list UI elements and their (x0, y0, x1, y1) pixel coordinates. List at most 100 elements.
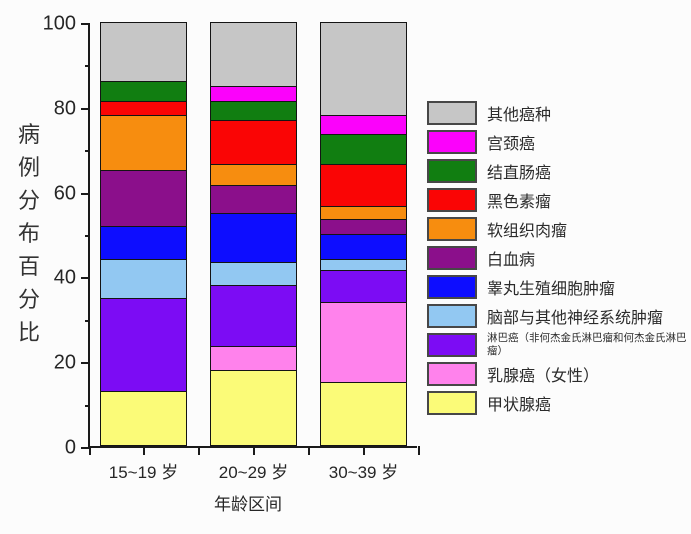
bar-segment (210, 369, 297, 446)
legend-item: 宫颈癌 (427, 130, 687, 154)
y-axis-major-tick (81, 277, 90, 280)
legend-item: 白血病 (427, 246, 687, 270)
bar-segment (100, 297, 187, 391)
bar-segment (210, 119, 297, 165)
legend-swatch (427, 391, 477, 415)
x-axis-tick (142, 446, 145, 455)
y-axis-title-char: 百 (17, 254, 40, 279)
legend-swatch (427, 188, 477, 212)
legend-item: 黑色素瘤 (427, 188, 687, 212)
legend-label: 睾丸生殖细胞肿瘤 (487, 281, 616, 298)
bar-segment (320, 115, 407, 135)
legend-item: 结直肠癌 (427, 159, 687, 183)
bar-segment (100, 115, 187, 171)
x-axis-tick (418, 446, 420, 455)
legend-swatch (427, 275, 477, 299)
bar-segment (100, 81, 187, 101)
y-axis-tick-label: 100 (42, 12, 76, 35)
bar-segment (320, 164, 407, 207)
x-axis-tick (362, 446, 365, 455)
legend-label: 宫颈癌 (487, 136, 536, 153)
y-axis-title: 病例分布百分比 (15, 118, 43, 349)
legend-label: 结直肠癌 (487, 165, 552, 182)
bar-segment (100, 259, 187, 298)
y-axis-major-tick (81, 192, 90, 195)
y-axis-title-char: 布 (17, 221, 40, 246)
y-axis-major-tick (81, 23, 90, 25)
legend-swatch (427, 362, 477, 386)
legend-label: 其他癌种 (487, 107, 552, 124)
x-axis-tick (89, 446, 91, 455)
y-axis-minor-tick (85, 404, 90, 407)
bar-segment (100, 225, 187, 260)
bar-segment (100, 390, 187, 446)
y-axis-title-char: 分 (17, 287, 40, 312)
legend-item: 软组织肉瘤 (427, 217, 687, 241)
bar-segment (320, 259, 407, 271)
legend-item: 淋巴癌（非何杰金氏淋巴瘤和何杰金氏淋巴瘤） (427, 331, 687, 358)
legend-label: 脑部与其他神经系统肿瘤 (487, 310, 664, 327)
bar-segment (210, 185, 297, 213)
legend-item: 乳腺癌（女性） (427, 362, 687, 386)
bar-segment (210, 100, 297, 120)
bar-segment (210, 164, 297, 186)
legend-item: 其他癌种 (427, 101, 687, 125)
y-axis-title-char: 比 (17, 320, 40, 345)
bar-segment (100, 170, 187, 226)
bar-segment (320, 206, 407, 220)
y-axis-tick-label: 80 (53, 97, 76, 120)
x-axis-title: 年龄区间 (214, 495, 282, 514)
bar-segment (100, 100, 187, 116)
legend: 其他癌种宫颈癌结直肠癌黑色素瘤软组织肉瘤白血病睾丸生殖细胞肿瘤脑部与其他神经系统… (427, 101, 687, 415)
legend-item: 甲状腺癌 (427, 391, 687, 415)
plot-area: 0 20 40 60 80 100 15~19 岁 20~29 岁 30~39 岁 (43, 13, 420, 482)
legend-item: 睾丸生殖细胞肿瘤 (427, 275, 687, 299)
legend-label: 乳腺癌（女性） (487, 368, 600, 385)
y-axis-tick-label: 60 (53, 182, 76, 205)
y-axis-minor-tick (85, 65, 90, 68)
bar-segment (320, 219, 407, 235)
x-axis-tick (252, 446, 255, 455)
legend-label: 甲状腺癌 (487, 397, 552, 414)
x-axis-tick-label: 20~29 岁 (218, 463, 289, 482)
bar-segment (320, 382, 407, 446)
y-axis-title-char: 病 (17, 122, 40, 147)
y-axis-tick-label: 0 (64, 436, 76, 459)
bar-20~29 岁 (210, 22, 297, 446)
y-axis-title-char: 例 (17, 155, 40, 180)
bar-segment (210, 346, 297, 370)
bar-segment (210, 284, 297, 347)
legend-swatch (427, 246, 477, 270)
y-axis-major-tick (81, 107, 90, 110)
legend-swatch (427, 304, 477, 328)
y-axis-minor-tick (85, 235, 90, 237)
bar-segment (320, 22, 407, 116)
y-axis-major-tick (81, 362, 90, 365)
bar-segment (320, 270, 407, 302)
bar-segment (320, 234, 407, 260)
y-axis-minor-tick (85, 319, 90, 322)
legend-swatch (427, 333, 477, 357)
x-axis-tick (197, 446, 200, 455)
y-axis-tick-label: 40 (53, 266, 76, 289)
bar-segment (320, 301, 407, 383)
legend-swatch (427, 101, 477, 125)
legend-swatch (427, 217, 477, 241)
legend-label: 黑色素瘤 (487, 194, 552, 211)
legend-swatch (427, 159, 477, 183)
bar-segment (210, 85, 297, 101)
bar-15~19 岁 (100, 22, 187, 446)
y-axis-major-tick (81, 447, 90, 449)
y-axis-title-char: 分 (17, 188, 40, 213)
bar-segment (210, 261, 297, 285)
bar-segment (100, 22, 187, 82)
x-axis-tick (307, 446, 310, 455)
bar-30~39 岁 (320, 22, 407, 446)
legend-label: 软组织肉瘤 (487, 223, 568, 240)
y-axis-tick-label: 20 (53, 351, 76, 374)
legend-label: 白血病 (487, 252, 536, 269)
legend-swatch (427, 130, 477, 154)
legend-label: 淋巴癌（非何杰金氏淋巴瘤和何杰金氏淋巴瘤） (487, 331, 687, 358)
legend-item: 脑部与其他神经系统肿瘤 (427, 304, 687, 328)
